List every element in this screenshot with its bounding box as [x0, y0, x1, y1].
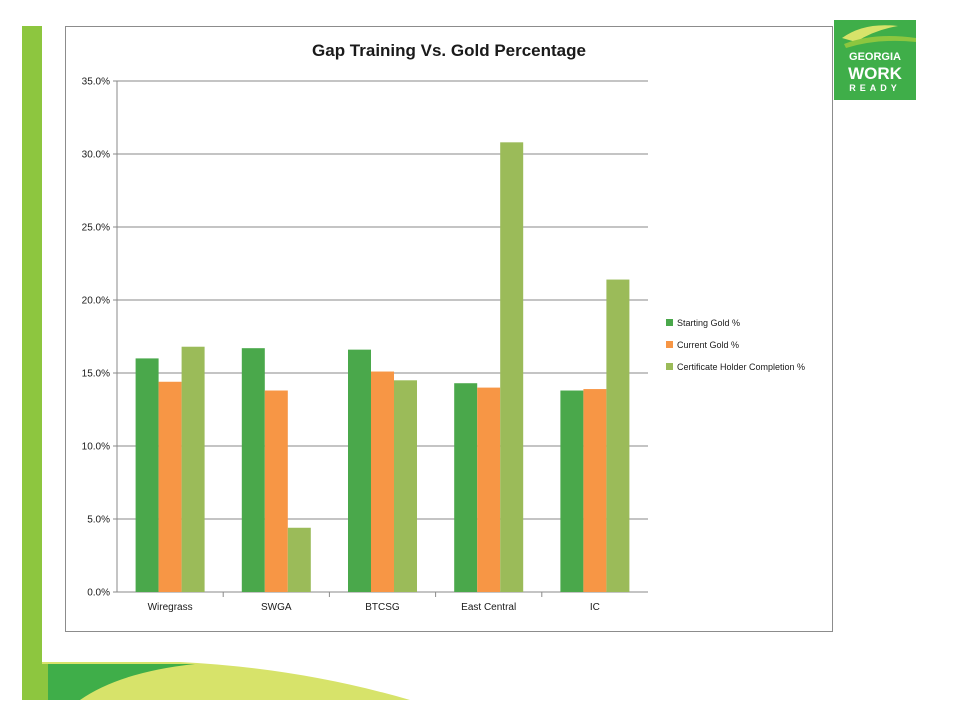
bar-current-gold: [264, 390, 288, 592]
chart-frame: Gap Training Vs. Gold Percentage 0.0% 5.0…: [65, 26, 833, 632]
y-tick-label: 20.0%: [82, 296, 110, 307]
legend-label: Certificate Holder Completion %: [677, 362, 805, 372]
y-tick-label: 30.0%: [82, 150, 110, 161]
logo-line-1: GEORGIA: [849, 51, 901, 63]
y-tick-label: 15.0%: [82, 369, 110, 380]
y-tick-label: 5.0%: [87, 515, 110, 526]
bottom-corner: [22, 664, 48, 700]
y-tick-label: 25.0%: [82, 223, 110, 234]
bar-starting-gold: [454, 383, 478, 592]
y-tick-label: 0.0%: [87, 588, 110, 599]
legend-label: Current Gold %: [677, 340, 739, 350]
bar-starting-gold: [135, 358, 159, 592]
bar-current-gold: [371, 371, 394, 592]
legend-label: Starting Gold %: [677, 318, 740, 328]
chart-title: Gap Training Vs. Gold Percentage: [312, 41, 586, 60]
x-category-label: Wiregrass: [148, 602, 193, 613]
bar-certificate-completion: [287, 527, 311, 592]
bar-certificate-completion: [606, 279, 630, 592]
bar-starting-gold: [560, 390, 584, 592]
bottom-dark-swoosh: [42, 664, 195, 700]
x-category-label: BTCSG: [365, 602, 400, 613]
bar-current-gold: [158, 381, 182, 592]
x-category-label: SWGA: [261, 602, 292, 613]
bar-certificate-completion: [500, 142, 524, 592]
legend-swatch: [666, 363, 673, 370]
bar-current-gold: [583, 389, 607, 592]
bar-certificate-completion: [394, 380, 417, 592]
left-green-bar: [22, 26, 42, 666]
bar-starting-gold: [241, 348, 265, 592]
bar-certificate-completion: [181, 346, 205, 592]
bar-chart: 0.0% 5.0% 10.0% 15.0% 20.0% 25.0% 30.0% 35.0% Wi…: [82, 77, 805, 614]
georgia-work-ready-logo: GEORGIA WORK READY: [834, 20, 916, 100]
x-category-label: East Central: [461, 602, 516, 613]
bar-current-gold: [477, 387, 501, 592]
y-tick-label: 10.0%: [82, 442, 110, 453]
x-category-label: IC: [590, 602, 600, 613]
y-tick-label: 35.0%: [82, 77, 110, 88]
legend-swatch: [666, 319, 673, 326]
bar-starting-gold: [348, 349, 371, 592]
legend-swatch: [666, 341, 673, 348]
logo-line-3: READY: [849, 83, 901, 93]
logo-line-2: WORK: [848, 64, 902, 83]
